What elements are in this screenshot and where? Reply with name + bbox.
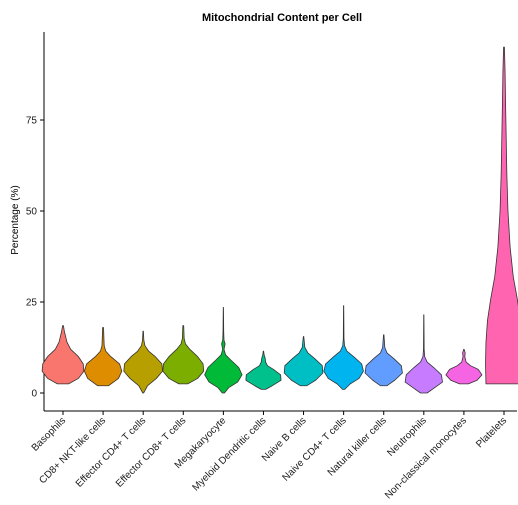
x-tick-label-effector-cd4-t-cells: Effector CD4+ T cells	[74, 415, 148, 489]
y-axis-ticks: 0 25 50 75	[26, 116, 44, 400]
y-tick-label: 50	[26, 207, 38, 218]
violin-natural-killer-cells	[364, 334, 403, 387]
violin-basophils	[41, 325, 85, 385]
violin-effector-cd8-t-cells	[162, 325, 205, 385]
x-tick-label-myeloid-dendritic-cells: Myeloid Dendritic cells	[190, 415, 268, 493]
x-tick-label-effector-cd8-t-cells: Effector CD8+ T cells	[114, 415, 188, 489]
violin-naive-b-cells	[283, 336, 324, 387]
y-tick-label: 0	[31, 389, 37, 400]
violin-myeloid-dendritic-cells	[245, 350, 282, 390]
violin-megakaryocyte	[204, 307, 243, 394]
violin-non-classical-monocytes	[445, 348, 483, 385]
x-tick-label-platelets: Platelets	[474, 415, 509, 450]
violin-cd8-nkt-like-cells	[83, 327, 123, 387]
x-tick-label-non-classical-monocytes: Non-classical monocytes	[383, 415, 469, 501]
violins	[41, 46, 518, 394]
violin-naive-cd4-t-cells	[323, 305, 364, 390]
y-tick-label: 75	[26, 116, 38, 127]
x-tick-label-neutrophils: Neutrophils	[385, 415, 429, 459]
y-tick-label: 25	[26, 298, 38, 309]
violin-platelets	[485, 46, 518, 385]
x-tick-label-cd8-nkt-like-cells: CD8+ NKT-like cells	[37, 415, 108, 486]
y-axis-label: Percentage (%)	[10, 185, 21, 254]
violin-neutrophils	[404, 314, 443, 394]
chart-title: Mitochondrial Content per Cell	[202, 12, 362, 24]
x-tick-label-basophils: Basophils	[30, 415, 68, 453]
violin-effector-cd4-t-cells	[123, 330, 163, 394]
